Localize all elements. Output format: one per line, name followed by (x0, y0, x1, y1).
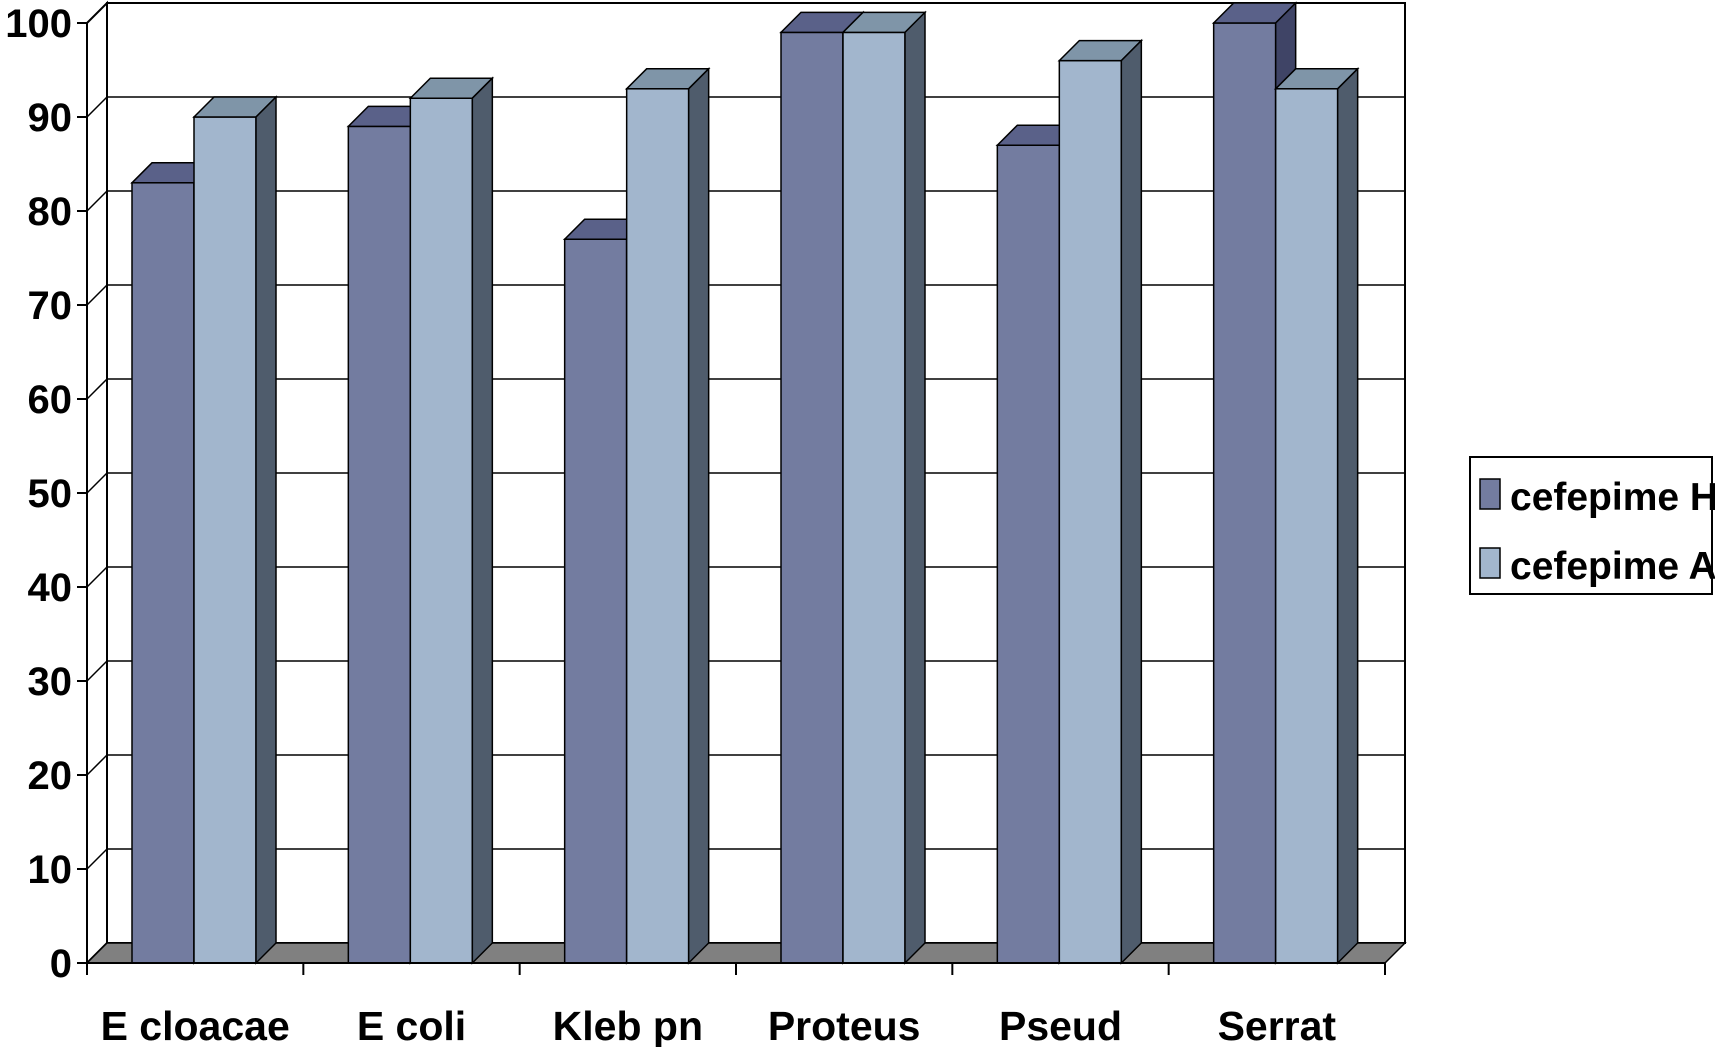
y-tick-label: 0 (50, 942, 72, 986)
gridline-diagonal (86, 566, 108, 588)
gridline-diagonal (86, 284, 108, 306)
x-tick-label-e-coli: E coli (357, 1003, 466, 1047)
y-tick-label: 90 (28, 96, 73, 140)
y-tick-label: 10 (28, 848, 73, 892)
x-tick-label-proteus: Proteus (768, 1003, 921, 1047)
x-tick-label-pseud: Pseud (999, 1003, 1122, 1047)
gridline-diagonal (86, 472, 108, 494)
y-tick-label: 20 (28, 754, 73, 798)
bar-cefepime-a-pseud (1057, 38, 1144, 965)
bar-cefepime-a-e-cloacae (192, 95, 278, 965)
legend-swatch-cefepime-a (1479, 547, 1501, 579)
legend: cefepime H cefepime A (1469, 456, 1715, 595)
legend-label-cefepime-a: cefepime A (1510, 545, 1715, 588)
x-tick-label-e-cloacae: E cloacae (101, 1003, 290, 1047)
gridline-diagonal (86, 2, 108, 24)
gridline-diagonal (86, 96, 108, 118)
x-tick-label-serrat: Serrat (1218, 1003, 1337, 1047)
y-tick-label: 40 (28, 566, 73, 610)
y-tick-label: 50 (28, 472, 73, 516)
bar-cefepime-a-kleb-pn (624, 66, 711, 965)
chart-floor (85, 942, 1407, 964)
bars (130, 1, 1360, 965)
chart-walls (86, 0, 1406, 966)
y-tick-label: 70 (28, 284, 73, 328)
legend-box (1469, 456, 1713, 595)
legend-label-cefepime-h: cefepime H (1510, 476, 1715, 519)
gridline-diagonal (86, 660, 108, 682)
gridline-diagonal (86, 848, 108, 870)
gridlines (86, 2, 1405, 964)
bar-cefepime-a-e-coli (408, 76, 495, 965)
gridline-diagonal (86, 754, 108, 776)
gridline-diagonal (86, 190, 108, 212)
y-tick-label: 80 (28, 190, 73, 234)
floor (85, 942, 1407, 964)
gridline-diagonal (86, 378, 108, 400)
x-axis: E cloacae E coli Kleb pn Proteus Pseud Serrat (86, 962, 1386, 1047)
x-tick-label-kleb-pn: Kleb pn (553, 1003, 703, 1047)
legend-swatch-cefepime-h (1479, 478, 1501, 510)
y-axis: 0 10 20 30 40 50 60 70 80 90 100 (5, 2, 88, 986)
bar-cefepime-a-proteus (841, 10, 927, 965)
bar-cefepime-a-serrat (1273, 66, 1360, 965)
y-tick-label: 100 (5, 2, 72, 46)
y-tick-label: 30 (28, 660, 73, 704)
y-tick-label: 60 (28, 378, 73, 422)
